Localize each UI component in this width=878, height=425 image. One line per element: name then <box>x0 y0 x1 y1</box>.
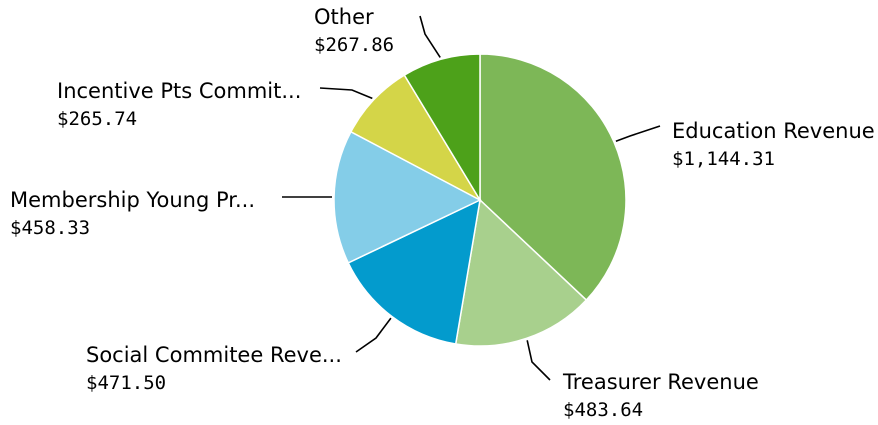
slice-label-social-commitee-revenue: Social Commitee Reve... <box>86 343 342 367</box>
leader-line <box>526 340 551 381</box>
slice-value-other: $267.86 <box>314 34 394 56</box>
pie-slices <box>333 53 627 347</box>
pie-slice-treasurer-revenue <box>454 198 588 347</box>
slice-label-other: Other <box>314 5 374 29</box>
pie-slice-other <box>403 53 481 203</box>
slice-label-membership-young-pr: Membership Young Pr... <box>10 188 255 212</box>
leader-line <box>615 125 661 143</box>
leader-line <box>319 87 373 100</box>
slice-value-treasurer-revenue: $483.64 <box>563 399 643 421</box>
leader-line <box>419 15 441 58</box>
pie-slice-education-revenue <box>479 53 627 302</box>
slice-label-treasurer-revenue: Treasurer Revenue <box>562 370 759 394</box>
slice-value-membership-young-pr: $458.33 <box>10 217 90 239</box>
slice-value-education-revenue: $1,144.31 <box>672 148 775 170</box>
pie-slice-social-commitee-reve <box>347 198 481 345</box>
leader-lines <box>282 15 661 381</box>
slice-label-incentive-pts-commit: Incentive Pts Commit... <box>57 79 301 103</box>
pie-slice-membership-young-pr <box>333 130 482 264</box>
slice-label-education-revenue: Education Revenue <box>672 119 875 143</box>
slice-value-social-commitee-revenue: $471.50 <box>86 372 166 394</box>
slice-value-incentive-pts-commit: $265.74 <box>57 108 137 130</box>
leader-line <box>355 317 392 353</box>
